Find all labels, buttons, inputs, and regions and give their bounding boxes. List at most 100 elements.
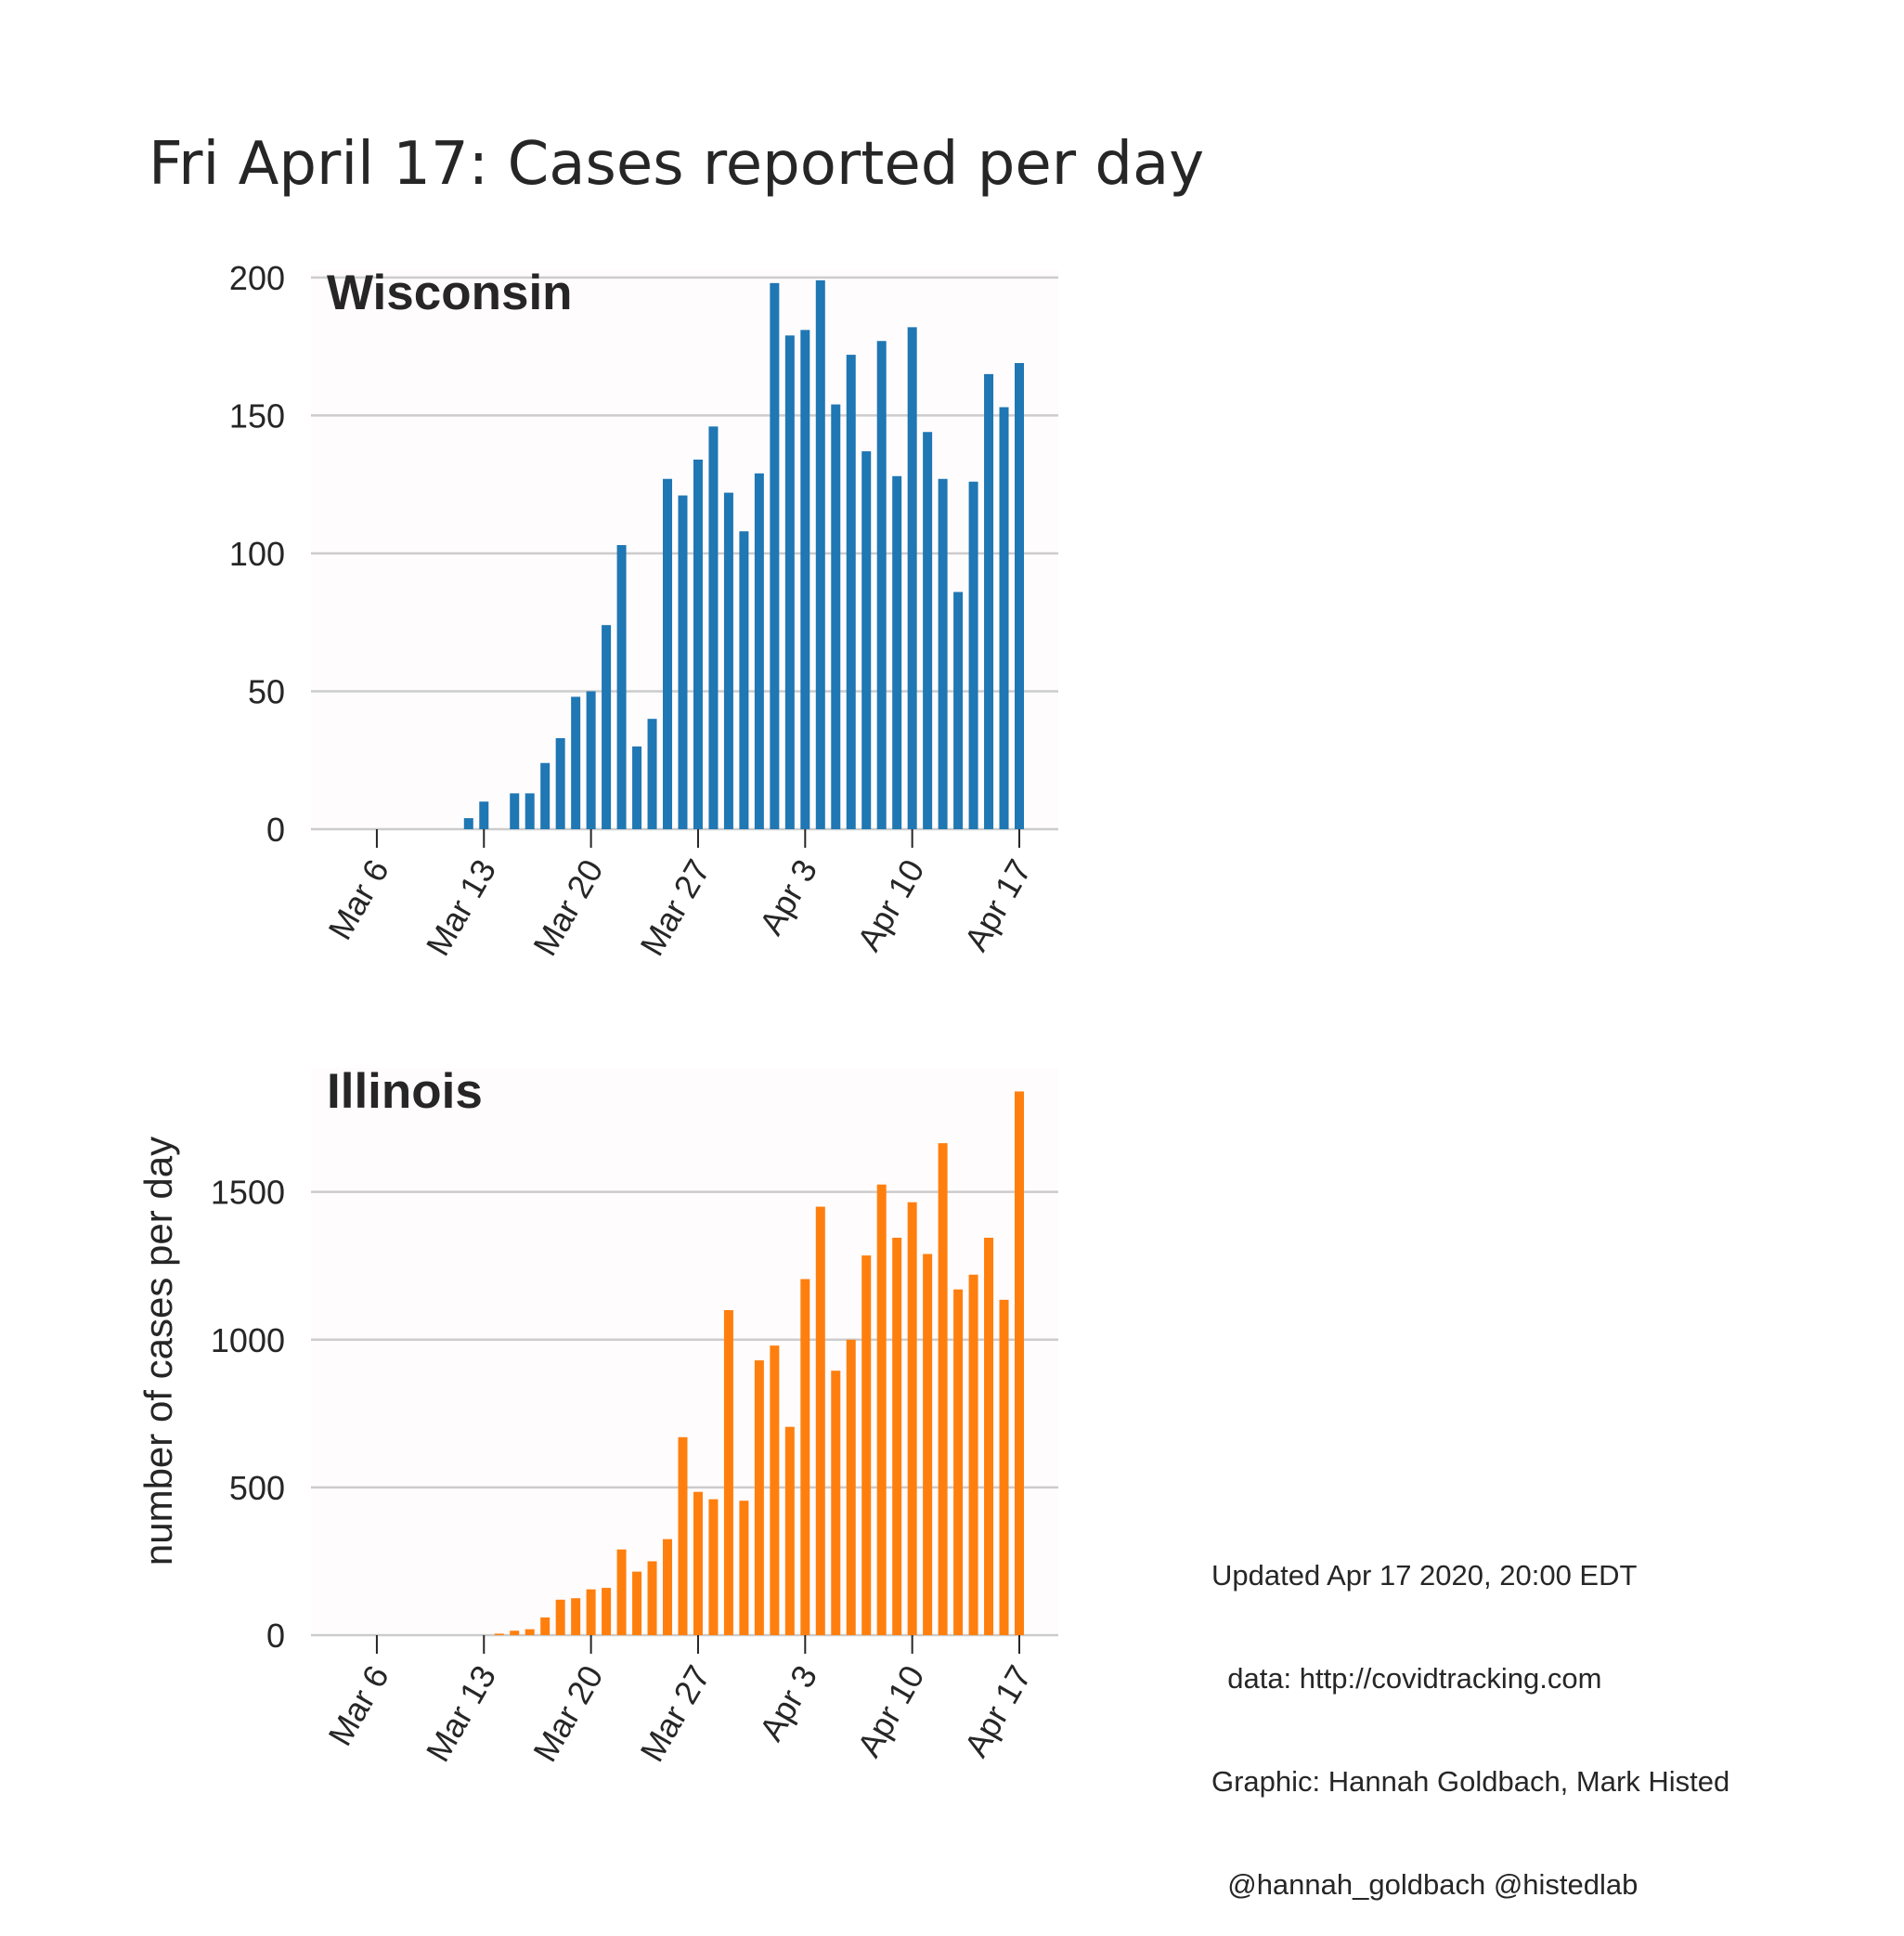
bar [739,531,749,829]
bar [540,762,550,829]
bar [571,696,581,829]
bar [663,1539,673,1635]
x-tick-label: Apr 10 [849,1659,932,1763]
bar [571,1598,581,1635]
bar [800,1279,810,1635]
credits-handles: @hannah_goldbach @histedlab [1211,1868,1638,1901]
bar [984,1237,994,1635]
bar [602,1588,612,1635]
bar [663,478,673,829]
bar [968,1274,978,1635]
bar [555,737,565,829]
bar [494,1633,504,1635]
y-tick-label: 500 [229,1469,285,1507]
x-tick-label: Mar 20 [525,853,611,963]
bar [999,1299,1009,1635]
bar [953,1289,964,1635]
bar [586,691,596,829]
x-tick-label: Apr 3 [752,1659,825,1748]
bar [784,1426,795,1635]
bar [968,481,978,829]
bar [678,495,688,829]
credits-graphic: Graphic: Hannah Goldbach, Mark Histed [1211,1765,1730,1798]
y-tick-label: 1000 [211,1321,285,1359]
bar [846,355,856,829]
bar [510,1631,520,1635]
figure-title: Fri April 17: Cases reported per day [149,130,1205,199]
bar [555,1599,565,1635]
y-tick-label: 0 [266,1617,285,1655]
panel-title: Wisconsin [327,266,573,320]
bar [770,282,780,830]
bar [876,341,887,829]
bar [616,545,627,829]
y-tick-label: 1500 [211,1174,285,1212]
bar [708,1499,719,1635]
bar [479,801,489,829]
bar [861,451,872,829]
bar [846,1339,856,1635]
bar [647,719,657,829]
bar [815,279,825,829]
bar [953,591,964,829]
bar [754,473,764,829]
x-tick-label: Mar 20 [525,1659,611,1769]
x-tick-label: Mar 6 [320,1659,396,1752]
bar [831,404,841,829]
bar [586,1589,596,1635]
bar [907,1202,917,1635]
panel-illinois: 0 500 1000 1500 Mar 6 Mar 13 Mar 20 Mar 27 Apr 3… [211,1064,1058,1768]
bar [540,1617,550,1635]
bar [739,1501,749,1635]
bar [861,1255,872,1635]
y-tick-label: 150 [229,396,285,435]
bar [784,335,795,829]
bar [525,1629,535,1635]
bar [770,1345,780,1635]
x-tick-label: Apr 10 [849,852,932,956]
bar [678,1436,688,1635]
y-tick-label: 0 [266,811,285,849]
y-tick-label: 50 [248,672,285,710]
bar [876,1184,887,1635]
credits-block: Updated Apr 17 2020, 20:00 EDT data: htt… [1211,1489,1729,1936]
credits-data-source: data: http://covidtracking.com [1211,1662,1602,1695]
bar [1015,362,1024,829]
bar [907,327,917,830]
bar [892,1237,902,1635]
bar [693,459,703,829]
x-tick-label: Apr 3 [752,853,825,942]
x-tick-label: Apr 17 [956,1659,1039,1763]
y-tick-label: 200 [229,259,285,297]
bar [815,1206,825,1635]
x-tick-label: Apr 17 [956,853,1039,957]
panel-title: Illinois [327,1064,483,1119]
y-axis-label: number of cases per day [136,1137,180,1566]
x-tick-label: Mar 27 [632,853,718,963]
y-tick-label: 100 [229,535,285,573]
bar [723,492,733,829]
bar [602,625,612,829]
bar [938,1143,948,1635]
bar [723,1309,733,1635]
bar [831,1371,841,1635]
bar [923,1254,933,1635]
bar [999,407,1009,829]
bar [923,432,933,829]
credits-updated: Updated Apr 17 2020, 20:00 EDT [1211,1559,1638,1592]
x-tick-label: Mar 27 [632,1659,718,1769]
bar [800,330,810,830]
bar [1015,1091,1024,1635]
bar [463,818,473,829]
bar [632,1571,642,1635]
bar [510,793,520,829]
bar [938,478,948,829]
bar [892,475,902,829]
bar [984,373,994,829]
bar [754,1360,764,1635]
x-tick-label: Mar 13 [419,1659,504,1769]
bar [647,1561,657,1635]
bar [708,426,719,829]
bar [693,1491,703,1635]
